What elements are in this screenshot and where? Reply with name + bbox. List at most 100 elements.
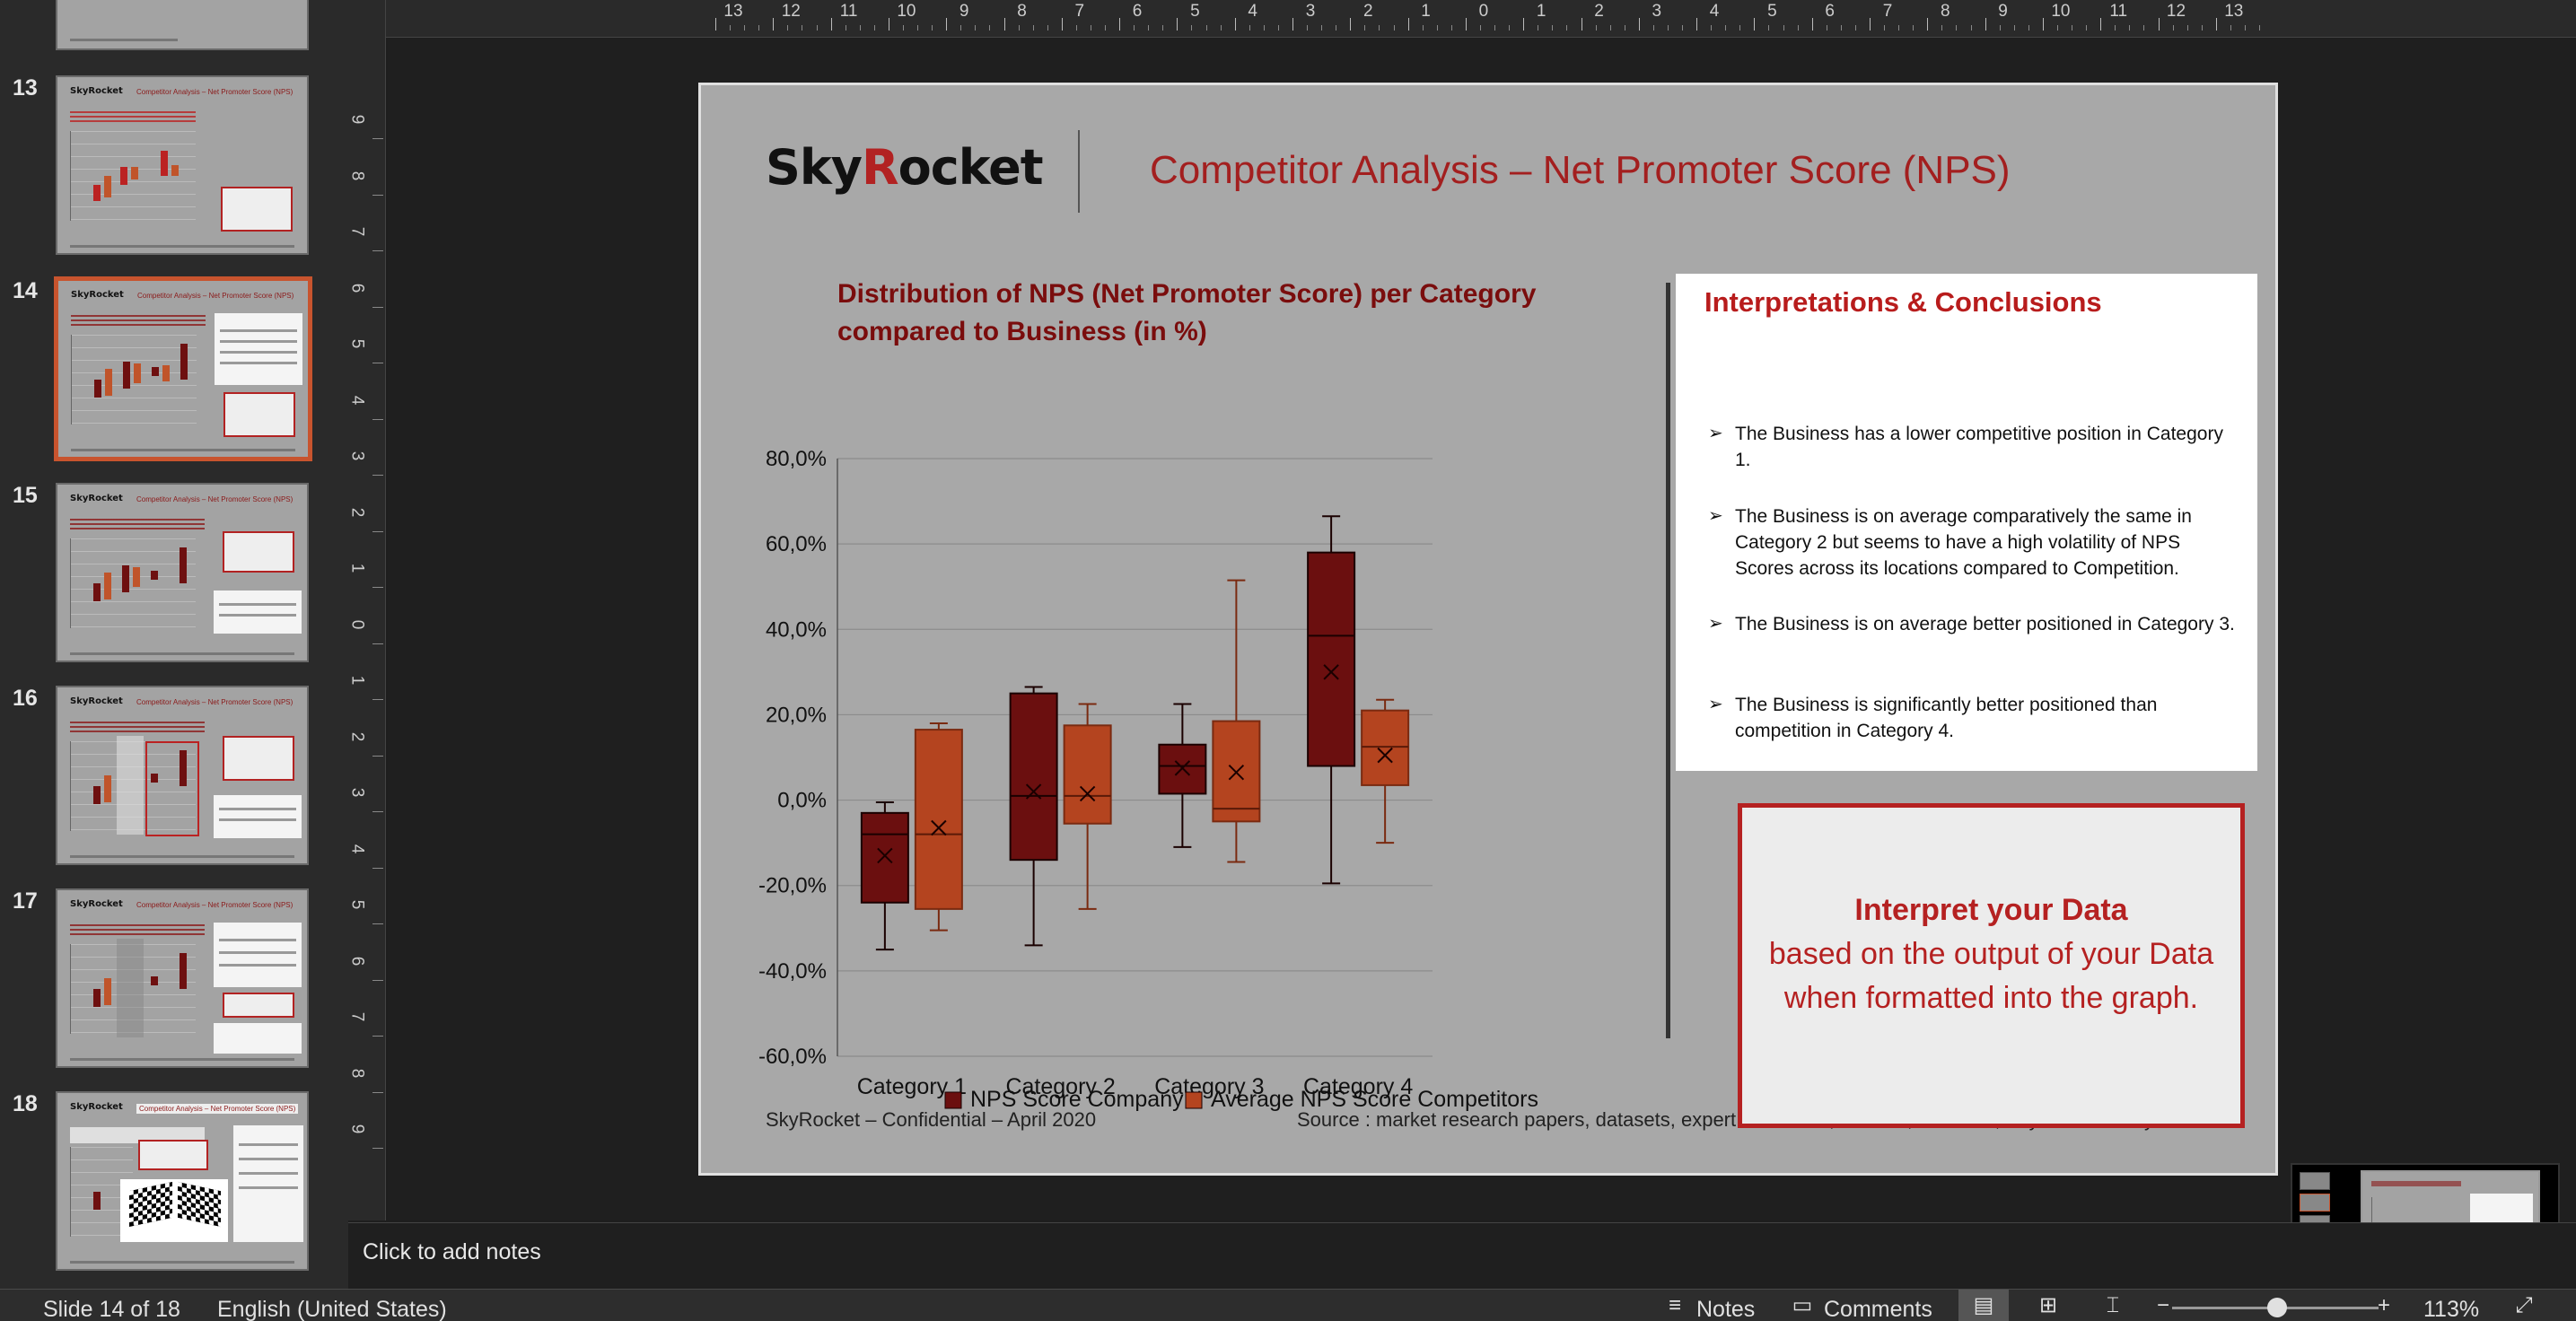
ruler-label: 9 (959, 2, 969, 21)
presenter-view-button[interactable]: ⌶ (2088, 1290, 2138, 1321)
current-slide[interactable]: SkyRocket Competitor Analysis – Net Prom… (698, 83, 2278, 1176)
ruler-tick (1840, 25, 1842, 31)
ruler-label: 11 (839, 2, 858, 21)
notes-toggle-button[interactable]: Notes (1696, 1297, 1756, 1321)
ruler-tick (1321, 25, 1323, 31)
slide-thumbnail-17[interactable]: SkyRocket Competitor Analysis – Net Prom… (56, 888, 309, 1068)
y-tick-label: -60,0% (758, 1045, 827, 1069)
fit-to-window-icon[interactable]: ⤢ (2515, 1293, 2533, 1317)
zoom-out-icon[interactable]: − (2156, 1293, 2169, 1317)
ruler-label: 7 (1074, 2, 1085, 21)
slide-thumb-item-14[interactable]: 14 SkyRocket Competitor Analysis – Net P… (0, 276, 348, 467)
ruler-tick (1465, 18, 1467, 31)
ruler-tick (1119, 18, 1121, 31)
ruler-tick (859, 25, 861, 31)
ruler-tick (1003, 18, 1005, 31)
slide-thumb-item-17[interactable]: 17 SkyRocket Competitor Analysis – Net P… (0, 888, 348, 1077)
ruler-tick (2115, 25, 2116, 31)
ruler-label: 6 (347, 956, 367, 966)
nps-boxplot-chart[interactable]: 80,0% 60,0% 40,0% 20,0% 0,0% -20,0% -40,0% -60,… (737, 346, 1769, 1135)
slide-thumb-item-13[interactable]: 13 SkyRocket Competitor Analysis – Net P… (0, 75, 348, 264)
comments-icon[interactable]: ▭ (1792, 1293, 1813, 1317)
vertical-separator-line[interactable] (1666, 283, 1670, 1038)
notes-icon[interactable]: ≡ (1668, 1293, 1681, 1317)
ruler-tick (1422, 25, 1424, 31)
mean-marker (1079, 785, 1096, 802)
slide-thumbnail-16[interactable]: SkyRocket Competitor Analysis – Net Prom… (56, 686, 309, 865)
normal-view-button[interactable]: ▤ (1958, 1290, 2009, 1321)
notes-placeholder[interactable]: Click to add notes (363, 1239, 541, 1264)
y-tick-label: -40,0% (758, 959, 827, 984)
ruler-tick (1105, 25, 1107, 31)
slide-thumbnail-18[interactable]: SkyRocket Competitor Analysis – Net Prom… (56, 1091, 309, 1271)
presentation-icon: ⌶ (2106, 1293, 2120, 1317)
ruler-tick (1191, 25, 1193, 31)
ruler-tick (1797, 25, 1799, 31)
ruler-tick (372, 530, 383, 532)
footer-confidential[interactable]: SkyRocket – Confidential – April 2020 (766, 1108, 1097, 1131)
chart-title[interactable]: Distribution of NPS (Net Promoter Score)… (837, 279, 1537, 346)
slide-thumbnail-15[interactable]: SkyRocket Competitor Analysis – Net Prom… (56, 483, 309, 662)
slide-title[interactable]: Competitor Analysis – Net Promoter Score… (1150, 148, 2011, 192)
mean-marker (1174, 760, 1191, 776)
legend-swatch (944, 1091, 962, 1109)
ruler-tick (2028, 25, 2029, 31)
ruler-label: 7 (1882, 2, 1893, 21)
ruler-tick (1263, 25, 1265, 31)
slide-thumbnail-12[interactable] (56, 0, 309, 50)
ruler-label: 9 (1998, 2, 2008, 21)
vertical-ruler (348, 0, 386, 1220)
zoom-in-icon[interactable]: + (2377, 1293, 2390, 1317)
ruler-label: 2 (1594, 2, 1604, 21)
interpretations-textbox[interactable]: Interpretations & Conclusions ➢ The Busin… (1676, 274, 2257, 771)
ruler-tick (1898, 25, 1900, 31)
ruler-label: 2 (347, 731, 367, 741)
slide-thumb-item-16[interactable]: 16 SkyRocket Competitor Analysis – Net P… (0, 686, 348, 874)
ruler-tick (372, 755, 383, 757)
mean-marker (877, 847, 893, 864)
normal-view-icon: ▤ (1973, 1293, 1994, 1317)
ruler-tick (1609, 25, 1611, 31)
zoom-level[interactable]: 113% (2423, 1297, 2480, 1321)
y-tick-label: 40,0% (766, 617, 827, 642)
ruler-tick (1970, 25, 1972, 31)
ruler-tick (372, 1091, 383, 1093)
comments-toggle-button[interactable]: Comments (1824, 1297, 1932, 1321)
ruler-tick (1379, 25, 1380, 31)
ruler-label: 1 (347, 563, 367, 573)
navigator-thumb[interactable] (2300, 1172, 2330, 1190)
ruler-tick (372, 643, 383, 644)
ruler-label: 1 (1421, 2, 1431, 21)
ruler-label: 3 (1305, 2, 1316, 21)
ruler-tick (787, 25, 789, 31)
box-competitors (914, 729, 963, 910)
ruler-tick (1638, 18, 1640, 31)
interpret-data-callout[interactable]: Interpret your Data based on the output … (1738, 803, 2245, 1128)
ruler-tick (715, 18, 716, 31)
ruler-label: 5 (1190, 2, 1200, 21)
ruler-tick (1652, 25, 1654, 31)
ruler-tick (1047, 25, 1048, 31)
bullet-item: ➢ The Business is significantly better po… (1708, 692, 2238, 744)
notes-pane[interactable]: Click to add notes (348, 1222, 2576, 1289)
ruler-tick (372, 194, 383, 196)
ruler-label: 3 (347, 451, 367, 461)
slide-thumb-item-15[interactable]: 15 SkyRocket Competitor Analysis – Net P… (0, 483, 348, 671)
ruler-tick (1307, 25, 1309, 31)
navigator-thumb[interactable] (2300, 1194, 2330, 1212)
ruler-tick (1682, 25, 1684, 31)
slide-thumbnail-13[interactable]: SkyRocket Competitor Analysis – Net Prom… (56, 75, 309, 255)
slide-thumbnail-14[interactable]: SkyRocket Competitor Analysis – Net Prom… (54, 276, 312, 461)
slide-thumb-item-18[interactable]: 18 SkyRocket Competitor Analysis – Net P… (0, 1091, 348, 1280)
ruler-tick (1552, 25, 1554, 31)
language-indicator[interactable]: English (United States) (217, 1297, 447, 1321)
ruler-label: 12 (2166, 2, 2186, 21)
slide-sorter-view-button[interactable]: ⊞ (2023, 1290, 2073, 1321)
ruler-tick (1350, 18, 1352, 31)
ruler-tick (2244, 25, 2246, 31)
zoom-slider-handle[interactable] (2267, 1298, 2287, 1317)
ruler-tick (1696, 18, 1698, 31)
ruler-label: 6 (1132, 2, 1143, 21)
ruler-label: 10 (897, 2, 916, 21)
ruler-label: 3 (1652, 2, 1662, 21)
